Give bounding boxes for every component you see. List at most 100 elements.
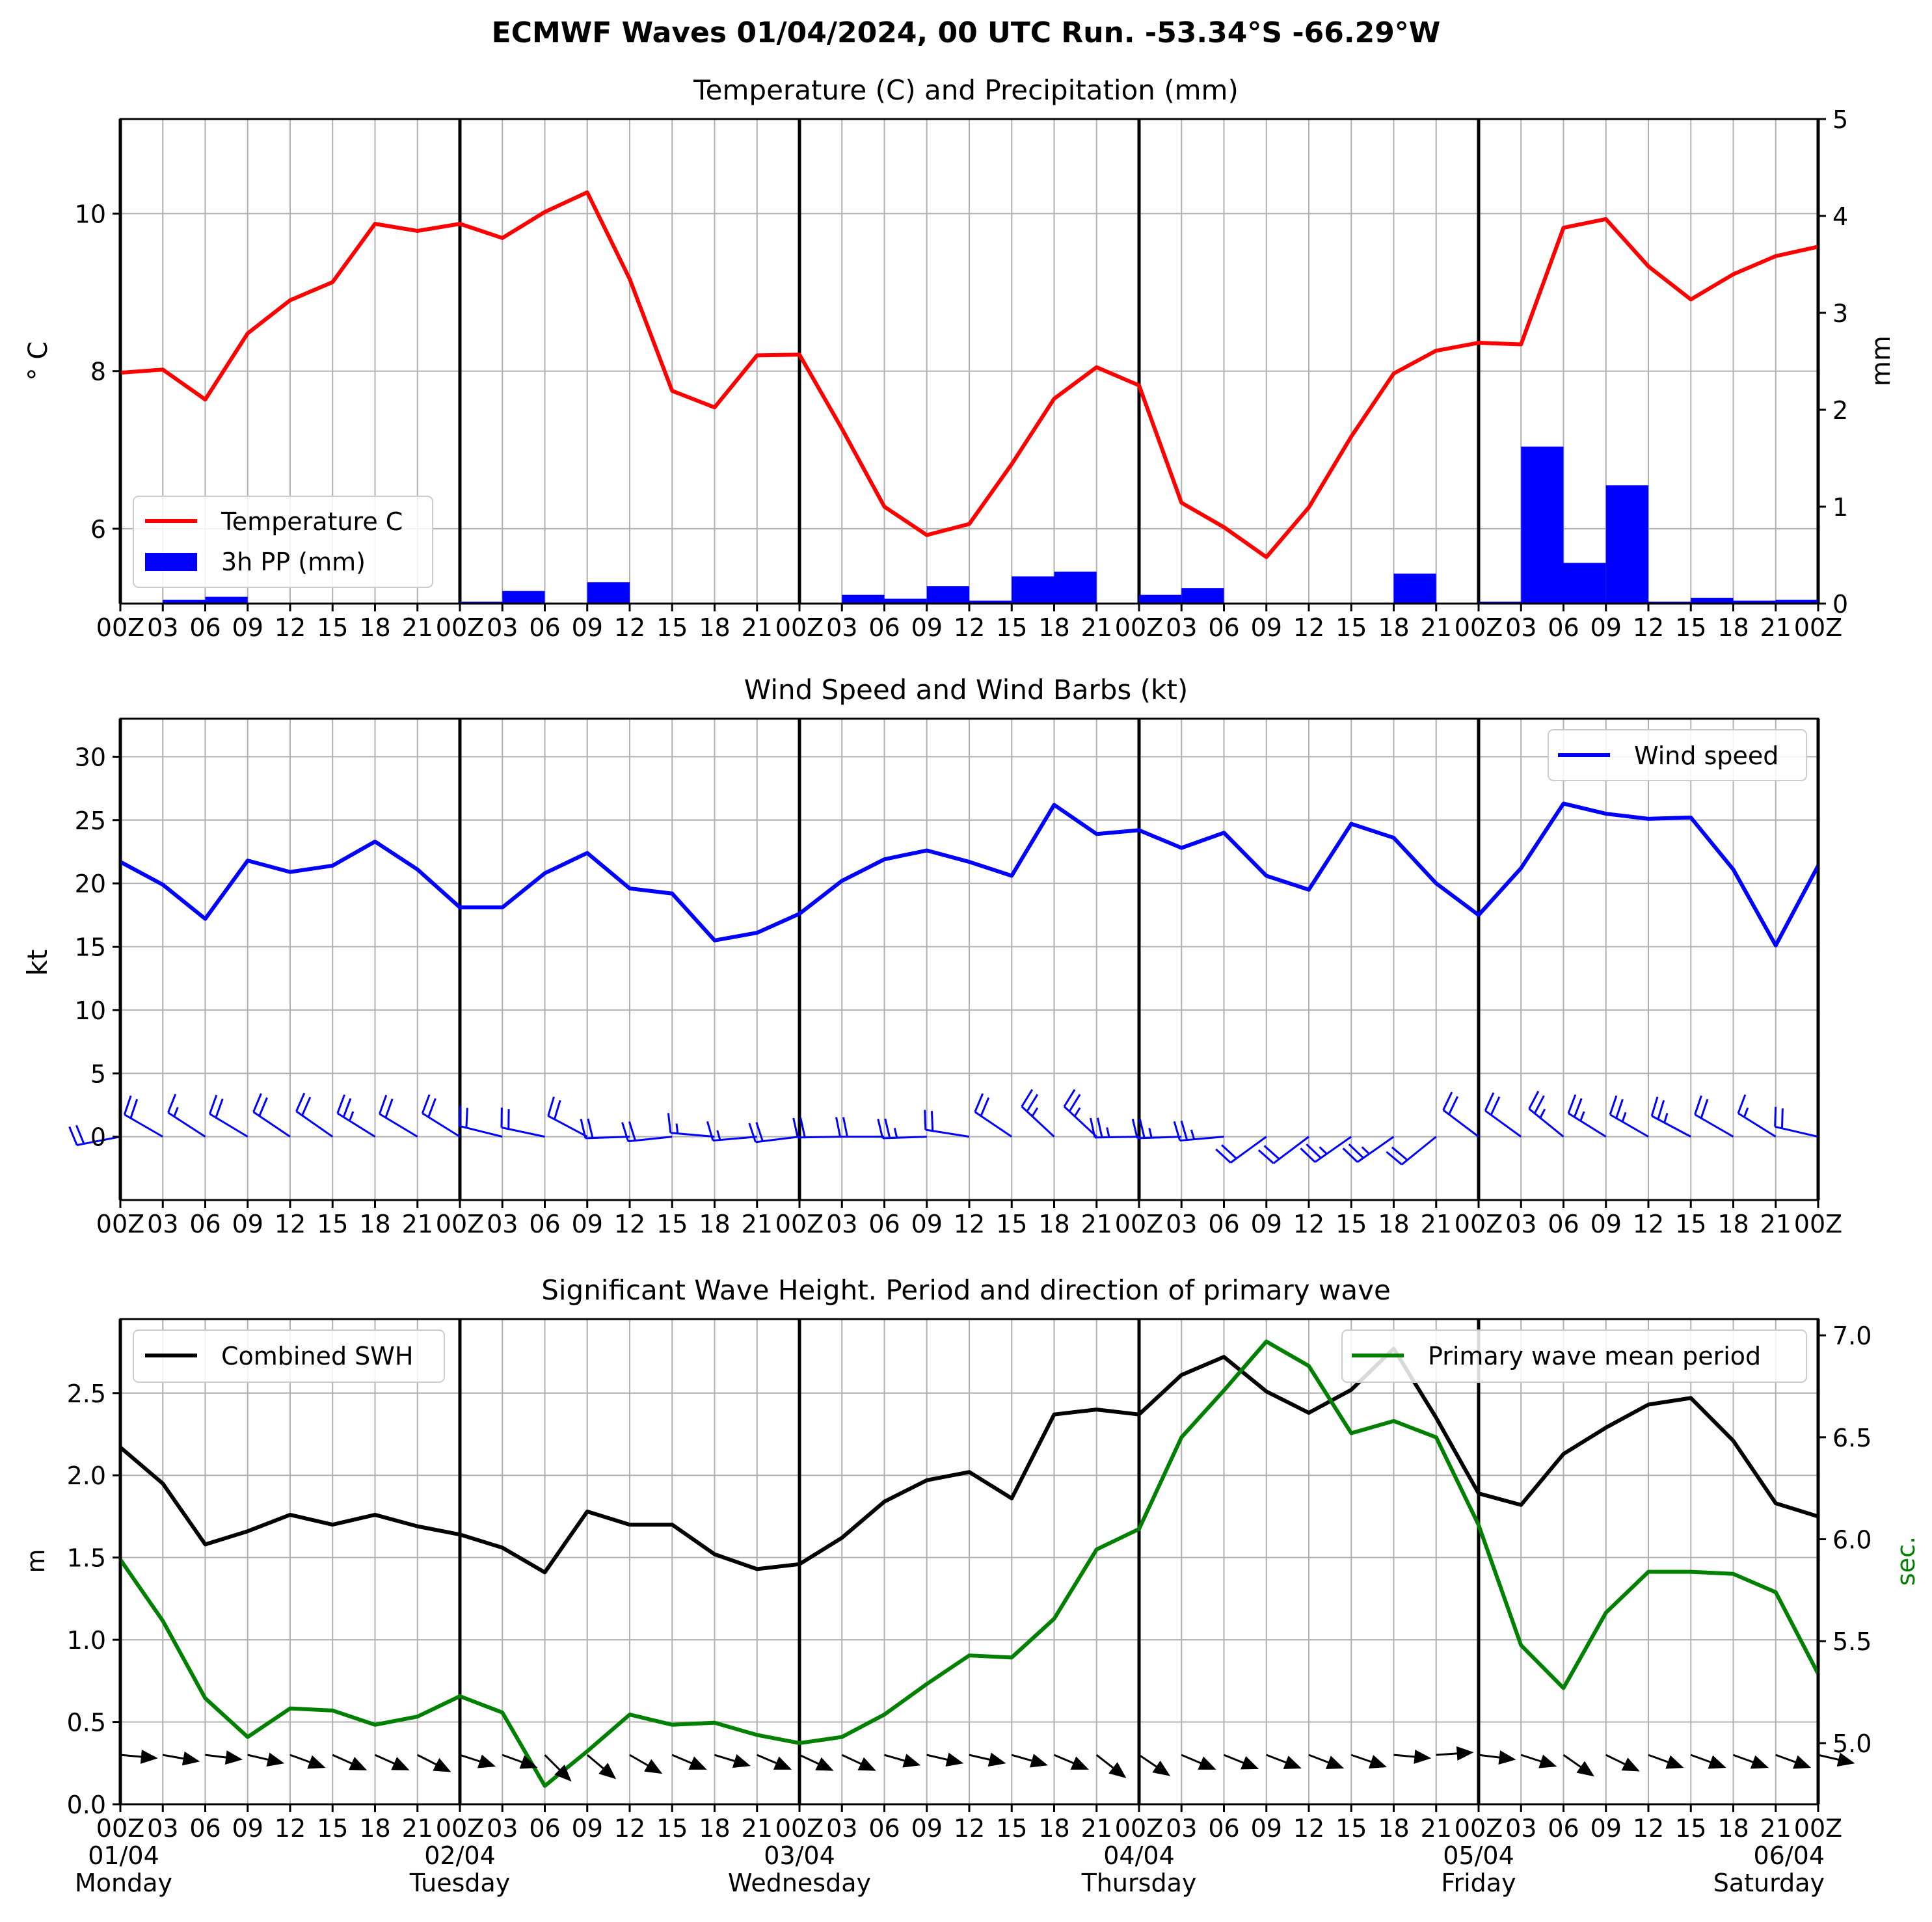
panel1-legend: Temperature C 3h PP (mm) bbox=[133, 496, 433, 588]
wind-barb-shaft bbox=[167, 1112, 206, 1138]
temperature-line bbox=[120, 190, 1819, 559]
wind-barb-feather bbox=[123, 1095, 132, 1115]
wind-barb bbox=[667, 1113, 715, 1138]
wind-barb-feather bbox=[1484, 1092, 1495, 1112]
wave-direction-arrow bbox=[586, 1754, 617, 1780]
panel2-grid bbox=[120, 719, 1818, 1200]
wave-arrow-shaft bbox=[459, 1754, 484, 1764]
wind-barb-feather bbox=[1300, 1147, 1316, 1163]
y-tick-label: 15 bbox=[75, 933, 106, 962]
wave-arrow-shaft bbox=[1818, 1754, 1843, 1762]
wind-barb bbox=[1442, 1091, 1479, 1138]
precipitation-bar bbox=[163, 600, 206, 604]
wave-direction-arrow bbox=[544, 1754, 572, 1782]
wind-barb-feather bbox=[1615, 1099, 1624, 1119]
precipitation-axis-label: mm bbox=[1866, 336, 1896, 386]
wind-barb-feather bbox=[75, 1125, 85, 1145]
time-tick-label: 00Z bbox=[96, 1814, 144, 1843]
time-tick-label: 06 bbox=[529, 1210, 560, 1238]
time-tick-label: 06 bbox=[189, 613, 221, 642]
wind-barb-feather bbox=[129, 1099, 139, 1119]
wind-barb-shaft bbox=[252, 1111, 291, 1138]
wave-direction-arrow bbox=[205, 1750, 243, 1765]
wind-barb bbox=[1609, 1095, 1649, 1138]
time-tick-label: 15 bbox=[996, 613, 1027, 642]
time-tick-label: 00Z bbox=[96, 1210, 144, 1238]
wind-barb-feather bbox=[1574, 1098, 1583, 1117]
day-name-label: Monday bbox=[75, 1869, 172, 1897]
wind-barb-feather bbox=[1097, 1117, 1103, 1138]
time-tick-label: 00Z bbox=[436, 1210, 484, 1238]
wind-barb-half-feather bbox=[716, 1130, 721, 1141]
day-name-label: Tuesday bbox=[409, 1869, 511, 1897]
wind-barb bbox=[167, 1093, 206, 1138]
time-tick-label: 12 bbox=[1633, 1210, 1664, 1238]
time-tick-label: 18 bbox=[1038, 1210, 1069, 1238]
wave-direction-arrow bbox=[1818, 1752, 1855, 1767]
time-tick-label: 06 bbox=[868, 1210, 900, 1238]
wind-barb-shaft bbox=[379, 1113, 418, 1138]
day-date-label: 02/04 bbox=[424, 1841, 496, 1870]
time-tick-label: 03 bbox=[826, 613, 857, 642]
y2-tick-label: 7.0 bbox=[1832, 1322, 1872, 1350]
wave-arrow-head bbox=[644, 1759, 663, 1774]
wave-arrow-head bbox=[1576, 1761, 1595, 1777]
wind-barb bbox=[123, 1095, 164, 1138]
wind-barb-feather bbox=[1257, 1149, 1274, 1164]
time-tick-label: 00Z bbox=[1794, 1210, 1842, 1238]
time-tick-label: 06 bbox=[1208, 1814, 1239, 1843]
wind-barb bbox=[1774, 1106, 1819, 1138]
panel2-time-ticks: 00Z 03 06 09 12 15 18 21 00Z 03 06 09 12 15 18 21 00Z 03 0… bbox=[96, 1200, 1842, 1238]
wave-arrow-head bbox=[1241, 1755, 1259, 1770]
time-tick-label: 09 bbox=[1590, 1210, 1622, 1238]
time-tick-label: 15 bbox=[1335, 1210, 1367, 1238]
wave-arrow-shaft bbox=[586, 1754, 607, 1772]
wave-arrow-shaft bbox=[1605, 1754, 1629, 1767]
y-tick-label: 1.0 bbox=[67, 1626, 106, 1655]
wave-arrow-head bbox=[140, 1749, 158, 1764]
wave-arrow-shaft bbox=[1095, 1754, 1117, 1771]
wave-arrow-shaft bbox=[1011, 1754, 1036, 1763]
time-tick-label: 00Z bbox=[96, 613, 144, 642]
wind-barb-shaft bbox=[1651, 1115, 1691, 1138]
time-tick-label: 00Z bbox=[1115, 613, 1163, 642]
wind-barb-feather bbox=[215, 1098, 224, 1118]
precipitation-bar bbox=[884, 598, 927, 604]
swh-legend-label: Combined SWH bbox=[221, 1342, 413, 1370]
wind-barb bbox=[1131, 1118, 1182, 1140]
time-tick-label: 03 bbox=[147, 1814, 178, 1843]
time-tick-label: 03 bbox=[826, 1210, 857, 1238]
y-tick-label: 2.5 bbox=[67, 1380, 106, 1408]
wave-arrow-shaft bbox=[1308, 1754, 1333, 1765]
time-tick-label: 21 bbox=[402, 613, 433, 642]
wave-arrow-head bbox=[349, 1757, 368, 1770]
wave-direction-arrow bbox=[332, 1754, 368, 1770]
wind-barb bbox=[835, 1117, 885, 1138]
time-tick-label: 09 bbox=[1251, 1210, 1282, 1238]
wave-direction-arrow bbox=[1053, 1754, 1089, 1770]
time-tick-label: 03 bbox=[1505, 1814, 1536, 1843]
day-date-label: 05/04 bbox=[1443, 1841, 1514, 1870]
wind-barb-shaft bbox=[1401, 1136, 1437, 1166]
time-tick-label: 12 bbox=[1293, 613, 1324, 642]
time-tick-label: 21 bbox=[402, 1210, 433, 1238]
precipitation-bar bbox=[926, 586, 969, 604]
wind-barb-feather bbox=[755, 1122, 764, 1142]
period-axis-label: sec. bbox=[1892, 1536, 1920, 1586]
wind-barb-shaft bbox=[76, 1136, 121, 1147]
wave-arrow-head bbox=[519, 1755, 538, 1769]
day-name-label: Saturday bbox=[1713, 1869, 1825, 1897]
wave-arrow-shaft bbox=[1393, 1754, 1419, 1758]
wave-arrow-shaft bbox=[1436, 1752, 1461, 1756]
wind-barb bbox=[1021, 1089, 1055, 1138]
wind-barb bbox=[1300, 1136, 1352, 1163]
precipitation-bar bbox=[1521, 446, 1564, 604]
time-tick-label: 18 bbox=[1378, 613, 1409, 642]
panel2-title: Wind Speed and Wind Barbs (kt) bbox=[744, 674, 1188, 706]
wind-barb-feather bbox=[1306, 1143, 1322, 1159]
wave-arrow-shaft bbox=[1266, 1754, 1290, 1765]
wind-barb-feather bbox=[835, 1117, 841, 1137]
wind-barb-feather bbox=[1694, 1095, 1702, 1115]
time-tick-label: 00Z bbox=[1794, 1814, 1842, 1843]
wave-arrow-head bbox=[773, 1756, 792, 1770]
